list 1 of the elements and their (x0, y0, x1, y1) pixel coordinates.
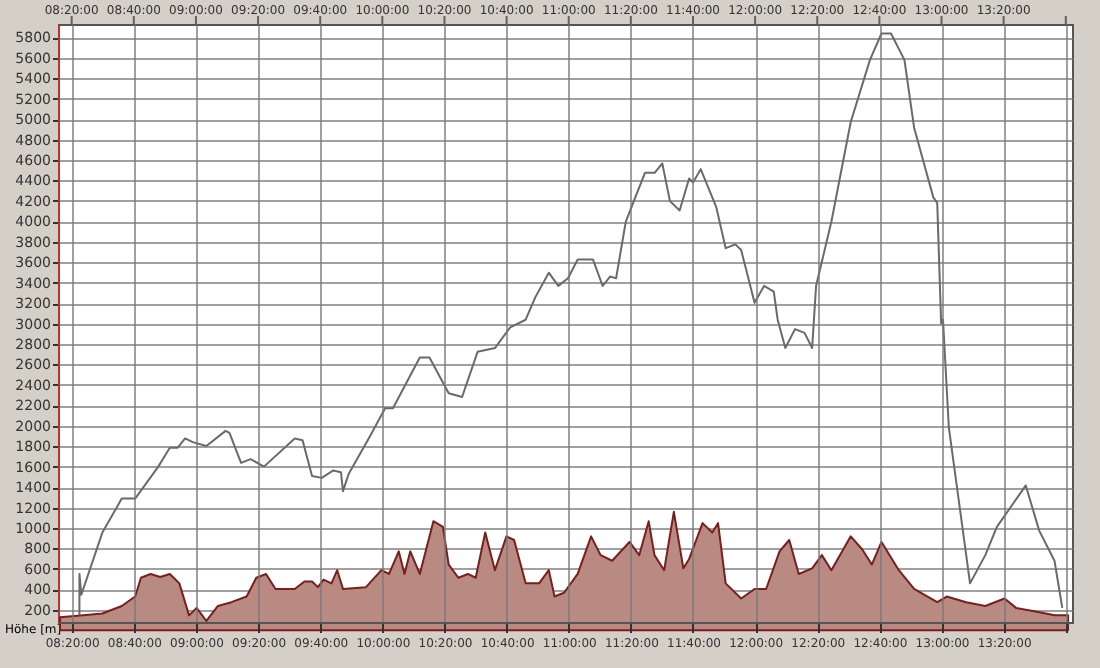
line-series (78, 32, 1064, 617)
